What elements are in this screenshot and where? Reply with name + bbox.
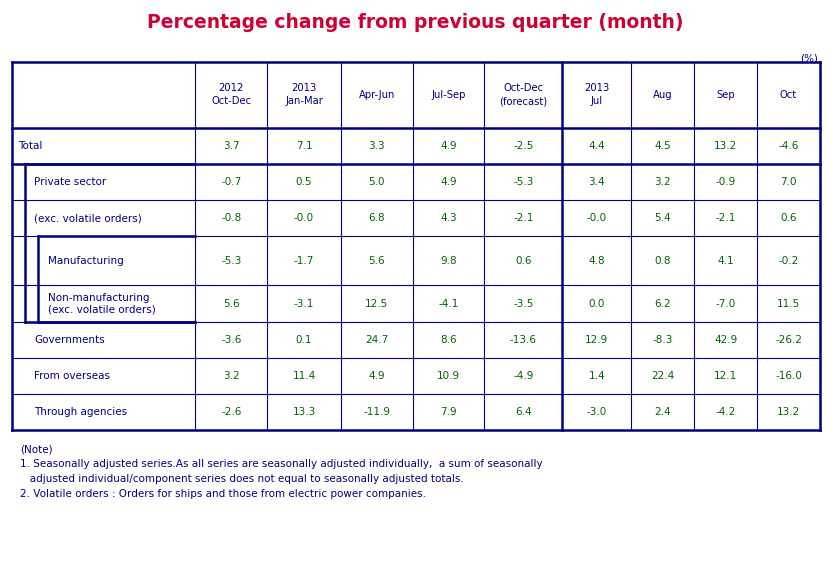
Text: 1. Seasonally adjusted series.As all series are seasonally adjusted individually: 1. Seasonally adjusted series.As all ser…	[20, 459, 543, 469]
Text: From overseas: From overseas	[34, 371, 110, 381]
Text: 4.4: 4.4	[588, 141, 605, 151]
Text: -3.1: -3.1	[294, 299, 314, 308]
Text: Through agencies: Through agencies	[34, 407, 127, 417]
Text: 4.9: 4.9	[440, 177, 456, 187]
Text: 1.4: 1.4	[588, 371, 605, 381]
Text: 0.1: 0.1	[296, 335, 312, 345]
Text: 7.0: 7.0	[780, 177, 797, 187]
Text: Governments: Governments	[34, 335, 105, 345]
Text: -5.3: -5.3	[513, 177, 534, 187]
Text: 9.8: 9.8	[440, 256, 456, 266]
Text: -16.0: -16.0	[775, 371, 802, 381]
Text: 42.9: 42.9	[714, 335, 737, 345]
Text: -2.5: -2.5	[513, 141, 534, 151]
Text: 4.1: 4.1	[717, 256, 734, 266]
Text: 13.2: 13.2	[714, 141, 737, 151]
Text: 10.9: 10.9	[437, 371, 460, 381]
Text: 24.7: 24.7	[365, 335, 388, 345]
Text: -1.7: -1.7	[294, 256, 314, 266]
Text: -2.6: -2.6	[221, 407, 242, 417]
Text: 3.4: 3.4	[588, 177, 605, 187]
Text: (exc. volatile orders): (exc. volatile orders)	[34, 213, 142, 223]
Text: 13.2: 13.2	[777, 407, 800, 417]
Text: 4.5: 4.5	[655, 141, 671, 151]
Text: Percentage change from previous quarter (month): Percentage change from previous quarter …	[147, 13, 683, 31]
Text: 12.5: 12.5	[365, 299, 388, 308]
Text: 3.2: 3.2	[655, 177, 671, 187]
Text: 4.8: 4.8	[588, 256, 605, 266]
Text: 0.6: 0.6	[780, 213, 797, 223]
Text: 0.0: 0.0	[588, 299, 605, 308]
Text: 7.9: 7.9	[440, 407, 456, 417]
Text: 7.1: 7.1	[296, 141, 312, 151]
Text: 4.9: 4.9	[368, 371, 385, 381]
Text: -3.5: -3.5	[513, 299, 534, 308]
Text: -2.1: -2.1	[513, 213, 534, 223]
Text: 3.3: 3.3	[368, 141, 385, 151]
Text: -13.6: -13.6	[509, 335, 537, 345]
Text: Aug: Aug	[653, 90, 672, 100]
Text: 6.4: 6.4	[515, 407, 532, 417]
Text: Non-manufacturing
(exc. volatile orders): Non-manufacturing (exc. volatile orders)	[48, 292, 155, 314]
Text: -0.7: -0.7	[221, 177, 241, 187]
Text: 11.5: 11.5	[777, 299, 800, 308]
Text: Jul-Sep: Jul-Sep	[431, 90, 465, 100]
Text: -5.3: -5.3	[221, 256, 242, 266]
Text: -0.9: -0.9	[715, 177, 735, 187]
Text: -11.9: -11.9	[363, 407, 391, 417]
Text: 4.9: 4.9	[440, 141, 456, 151]
Text: 13.3: 13.3	[293, 407, 316, 417]
Text: 6.2: 6.2	[655, 299, 671, 308]
Text: -2.1: -2.1	[715, 213, 736, 223]
Text: -0.8: -0.8	[221, 213, 241, 223]
Text: 5.4: 5.4	[655, 213, 671, 223]
Text: Private sector: Private sector	[34, 177, 106, 187]
Text: 0.5: 0.5	[296, 177, 312, 187]
Text: -26.2: -26.2	[775, 335, 802, 345]
Text: Oct-Dec
(forecast): Oct-Dec (forecast)	[499, 84, 548, 106]
Text: 3.2: 3.2	[223, 371, 239, 381]
Text: -4.6: -4.6	[779, 141, 799, 151]
Text: (Note): (Note)	[20, 444, 52, 454]
Text: -0.0: -0.0	[294, 213, 314, 223]
Text: -0.0: -0.0	[587, 213, 607, 223]
Text: 2013
Jan-Mar: 2013 Jan-Mar	[285, 84, 323, 106]
Text: -3.6: -3.6	[221, 335, 242, 345]
Text: 5.6: 5.6	[223, 299, 239, 308]
Text: adjusted individual/component series does not equal to seasonally adjusted total: adjusted individual/component series doe…	[20, 474, 464, 484]
Text: Oct: Oct	[780, 90, 797, 100]
Text: 3.7: 3.7	[223, 141, 239, 151]
Text: Apr-Jun: Apr-Jun	[359, 90, 395, 100]
Text: (%): (%)	[800, 53, 818, 63]
Text: -0.2: -0.2	[779, 256, 799, 266]
Text: 2013
Jul: 2013 Jul	[584, 84, 609, 106]
Text: 11.4: 11.4	[293, 371, 316, 381]
Text: 2. Volatile orders : Orders for ships and those from electric power companies.: 2. Volatile orders : Orders for ships an…	[20, 489, 426, 499]
Text: 2012
Oct-Dec: 2012 Oct-Dec	[211, 84, 251, 106]
Text: 0.8: 0.8	[655, 256, 671, 266]
Text: Manufacturing: Manufacturing	[48, 256, 124, 266]
Text: -4.2: -4.2	[715, 407, 736, 417]
Text: 0.6: 0.6	[515, 256, 532, 266]
Text: Total: Total	[18, 141, 42, 151]
Text: -8.3: -8.3	[652, 335, 673, 345]
Text: -7.0: -7.0	[715, 299, 735, 308]
Text: -3.0: -3.0	[587, 407, 607, 417]
Text: 22.4: 22.4	[652, 371, 675, 381]
Text: 5.0: 5.0	[369, 177, 385, 187]
Text: -4.1: -4.1	[438, 299, 459, 308]
Text: 12.1: 12.1	[714, 371, 737, 381]
Text: -4.9: -4.9	[513, 371, 534, 381]
Text: 12.9: 12.9	[585, 335, 608, 345]
Text: 8.6: 8.6	[440, 335, 456, 345]
Text: 6.8: 6.8	[368, 213, 385, 223]
Text: 5.6: 5.6	[368, 256, 385, 266]
Text: 2.4: 2.4	[655, 407, 671, 417]
Text: 4.3: 4.3	[440, 213, 456, 223]
Text: Sep: Sep	[716, 90, 735, 100]
